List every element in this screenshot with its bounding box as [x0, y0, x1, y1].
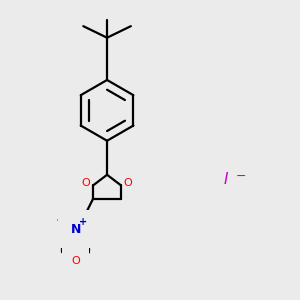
Text: O: O: [71, 256, 80, 266]
Text: −: −: [236, 170, 246, 183]
Text: I: I: [224, 172, 228, 187]
Text: O: O: [124, 178, 133, 188]
Text: +: +: [79, 217, 87, 227]
Text: N: N: [70, 223, 81, 236]
Text: O: O: [82, 178, 90, 188]
